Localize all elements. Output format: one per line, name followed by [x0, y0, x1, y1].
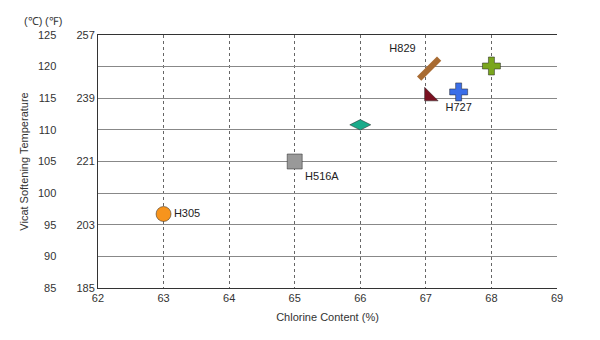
svg-text:Chlorine Content (%): Chlorine Content (%) — [276, 311, 379, 323]
svg-text:66: 66 — [354, 292, 366, 304]
svg-text:125: 125 — [38, 29, 56, 41]
svg-text:185: 185 — [76, 282, 94, 294]
svg-text:67: 67 — [420, 292, 432, 304]
svg-text:63: 63 — [157, 292, 169, 304]
svg-text:69: 69 — [551, 292, 563, 304]
svg-text:85: 85 — [44, 282, 56, 294]
svg-text:115: 115 — [39, 92, 57, 104]
svg-text:120: 120 — [38, 60, 56, 72]
svg-text:65: 65 — [289, 292, 301, 304]
svg-text:62: 62 — [92, 292, 104, 304]
svg-text:H829: H829 — [389, 42, 415, 54]
svg-text:257: 257 — [76, 29, 94, 41]
svg-text:221: 221 — [76, 155, 94, 167]
svg-text:(℉): (℉) — [45, 15, 62, 27]
svg-text:105: 105 — [38, 155, 56, 167]
svg-text:Vicat Softening Temperature: Vicat Softening Temperature — [18, 92, 30, 230]
svg-text:95: 95 — [44, 219, 56, 231]
svg-text:H727: H727 — [445, 101, 471, 113]
svg-text:203: 203 — [76, 219, 94, 231]
svg-text:239: 239 — [76, 92, 94, 104]
svg-text:110: 110 — [39, 124, 57, 136]
svg-text:100: 100 — [38, 187, 56, 199]
svg-text:(℃): (℃) — [24, 15, 42, 27]
svg-text:H516A: H516A — [305, 170, 339, 182]
svg-text:90: 90 — [44, 250, 56, 262]
svg-text:64: 64 — [223, 292, 235, 304]
svg-text:H305: H305 — [174, 207, 200, 219]
svg-text:68: 68 — [485, 292, 497, 304]
